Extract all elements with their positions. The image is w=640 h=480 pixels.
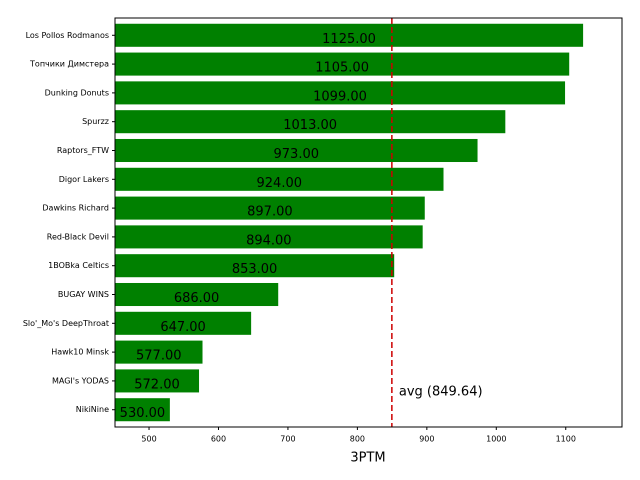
value-label: 647.00	[160, 320, 206, 335]
value-label: 572.00	[134, 377, 180, 392]
x-tick-label: 1100	[556, 435, 576, 444]
y-tick-label: Dunking Donuts	[45, 88, 109, 97]
x-tick-label: 900	[419, 435, 434, 444]
bar	[115, 369, 200, 393]
bar	[115, 311, 252, 335]
plot-frame	[114, 17, 623, 428]
value-label: 924.00	[257, 176, 303, 191]
value-label: 973.00	[274, 147, 320, 162]
y-tick-label: Digor Lakers	[59, 175, 109, 184]
bar	[115, 110, 506, 134]
value-label: 577.00	[136, 349, 182, 364]
x-tick-label: 700	[280, 435, 295, 444]
bar	[115, 196, 425, 220]
value-label: 1125.00	[322, 32, 376, 47]
bar	[115, 282, 279, 307]
value-label: 1099.00	[313, 89, 367, 104]
y-tick-label: Dawkins Richard	[42, 204, 109, 213]
value-label: 897.00	[247, 205, 293, 220]
bar	[115, 340, 203, 364]
bar	[115, 167, 444, 191]
y-tick-label: Los Pollos Rodmanos	[26, 31, 109, 40]
value-label: 686.00	[174, 291, 220, 306]
y-tick-label: NikiNine	[76, 405, 109, 414]
x-tick-label: 800	[350, 435, 365, 444]
bar	[115, 23, 584, 47]
value-label: 894.00	[246, 233, 292, 248]
bar	[115, 52, 570, 76]
y-tick-label: Hawk10 Minsk	[51, 348, 109, 357]
value-label: 853.00	[232, 262, 278, 277]
avg-annotation: avg (849.64)	[399, 385, 483, 400]
value-label: 1105.00	[315, 61, 369, 76]
y-tick-label: Slo'_Mo's DeepThroat	[23, 319, 109, 328]
x-tick-label: 500	[141, 435, 156, 444]
y-tick-label: 1BOBka Celtics	[48, 261, 109, 270]
y-tick-label: Raptors_FTW	[57, 146, 109, 155]
y-tick-label: BUGAY WINS	[58, 290, 109, 299]
bar	[115, 81, 566, 105]
y-tick-label: MAGI's YODAS	[52, 376, 109, 385]
x-tick-label: 600	[211, 435, 226, 444]
x-tick-label: 1000	[486, 435, 506, 444]
bar	[115, 138, 478, 163]
y-tick-label: Red-Black Devil	[47, 232, 109, 241]
x-axis-label: 3PTM	[350, 451, 385, 466]
y-tick-label: Топчики Димстера	[29, 60, 109, 69]
y-tick-label: Spurzz	[82, 117, 109, 126]
bar	[115, 398, 170, 422]
bar	[115, 225, 423, 249]
bar	[115, 254, 395, 278]
value-label: 530.00	[120, 406, 166, 421]
value-label: 1013.00	[283, 118, 337, 133]
